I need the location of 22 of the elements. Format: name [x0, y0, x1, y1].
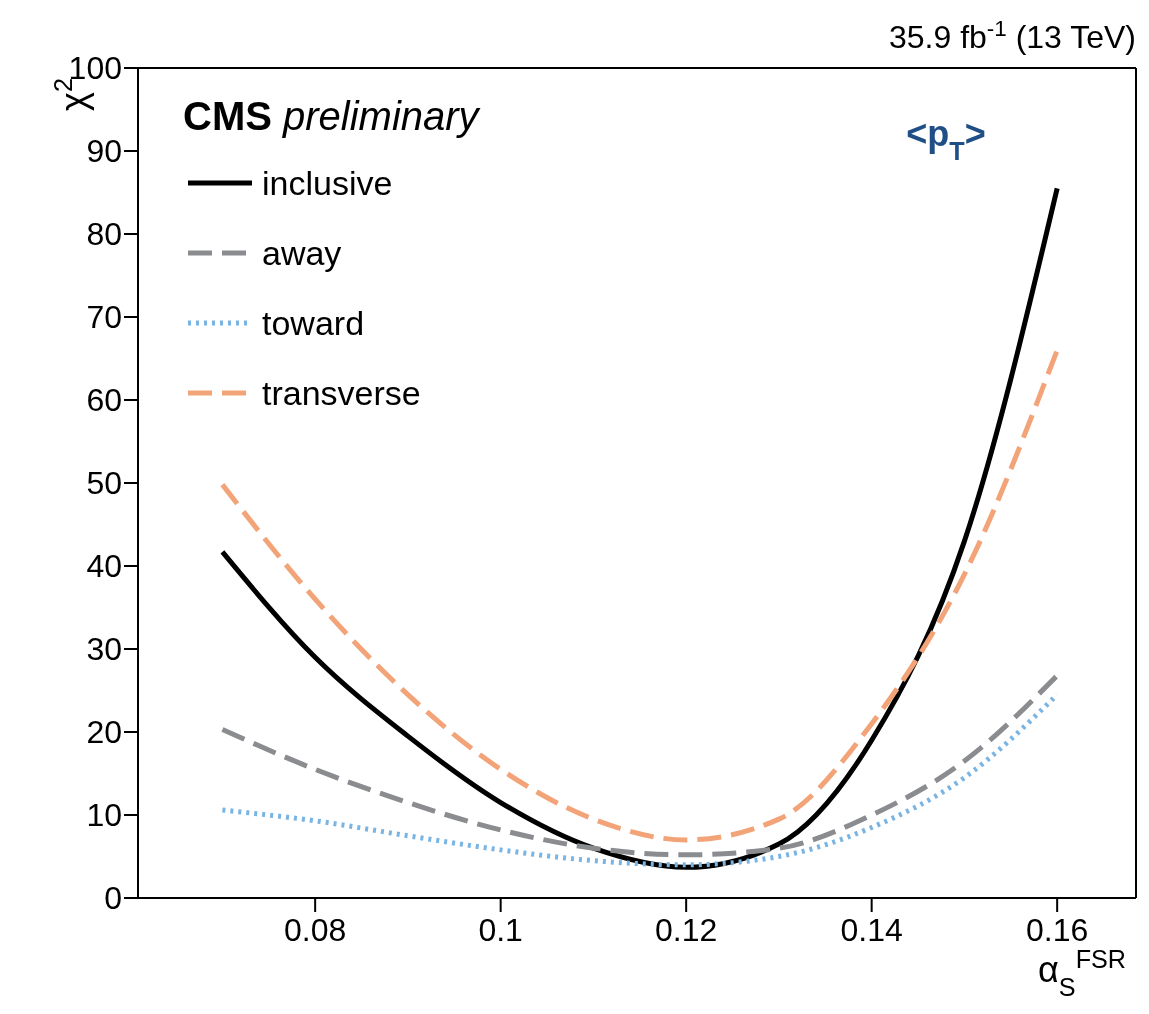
legend-label: inclusive — [262, 163, 393, 203]
y-tick-label: 60 — [86, 382, 122, 419]
annotation: <p$_{T}$> — [906, 113, 986, 165]
x-tick-label: 0.16 — [1026, 911, 1089, 948]
text: 35.9 fb$^{-1}$ (13 TeV) — [888, 15, 1136, 55]
x-tick-label: 0.08 — [284, 911, 347, 948]
annotation: CMS preliminary — [183, 94, 482, 138]
y-tick-label: 0 — [104, 880, 122, 917]
legend-label: away — [262, 233, 342, 273]
y-tick-label: 10 — [86, 797, 122, 834]
x-tick-label: 0.12 — [655, 911, 718, 948]
x-tick-label: 0.1 — [478, 911, 523, 948]
y-tick-label: 30 — [86, 631, 122, 668]
y-tick-label: 70 — [86, 299, 122, 336]
y-tick-label: 50 — [86, 465, 122, 502]
y-tick-label: 20 — [86, 714, 122, 751]
x-tick-label: 0.14 — [840, 911, 903, 948]
legend-label: transverse — [262, 373, 421, 413]
y-tick-label: 80 — [86, 216, 122, 253]
y-tick-label: 40 — [86, 548, 122, 585]
legend-label: toward — [262, 303, 365, 343]
y-tick-label: 90 — [86, 133, 122, 170]
